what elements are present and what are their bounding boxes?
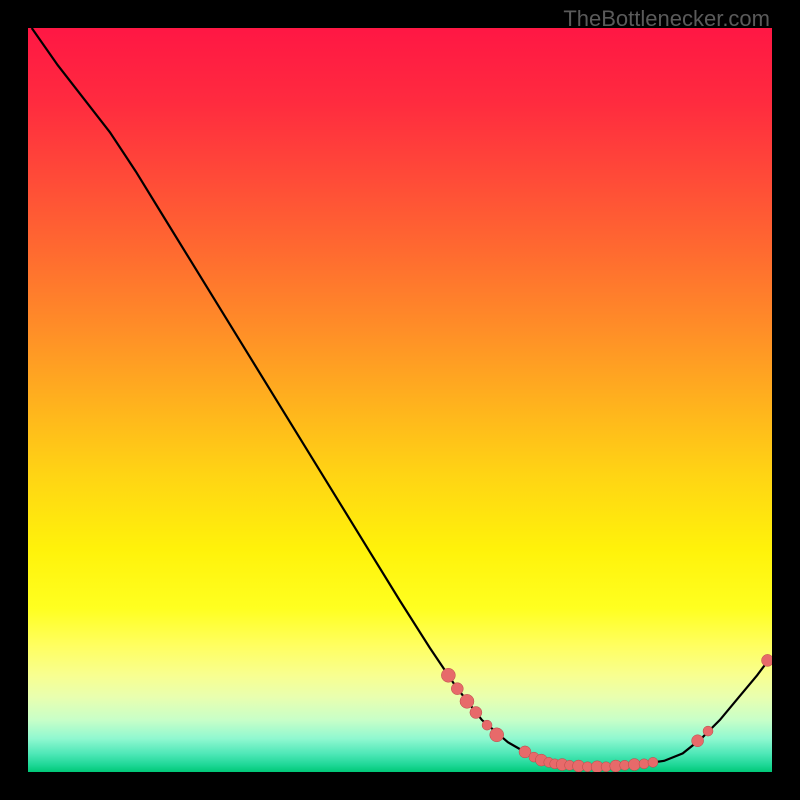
curve-layer bbox=[28, 28, 772, 772]
data-marker bbox=[703, 726, 713, 736]
data-marker bbox=[460, 694, 474, 708]
data-marker bbox=[441, 668, 455, 682]
data-marker bbox=[639, 759, 649, 769]
data-marker bbox=[482, 720, 492, 730]
data-marker bbox=[692, 735, 704, 747]
data-marker bbox=[628, 759, 640, 771]
watermark-text: TheBottlenecker.com bbox=[563, 6, 770, 32]
bottleneck-curve bbox=[32, 28, 769, 767]
plot-area bbox=[28, 28, 772, 772]
data-marker bbox=[451, 683, 463, 695]
data-markers bbox=[441, 654, 772, 772]
data-marker bbox=[470, 706, 482, 718]
data-marker bbox=[762, 654, 772, 666]
data-marker bbox=[490, 728, 504, 742]
data-marker bbox=[648, 757, 658, 767]
